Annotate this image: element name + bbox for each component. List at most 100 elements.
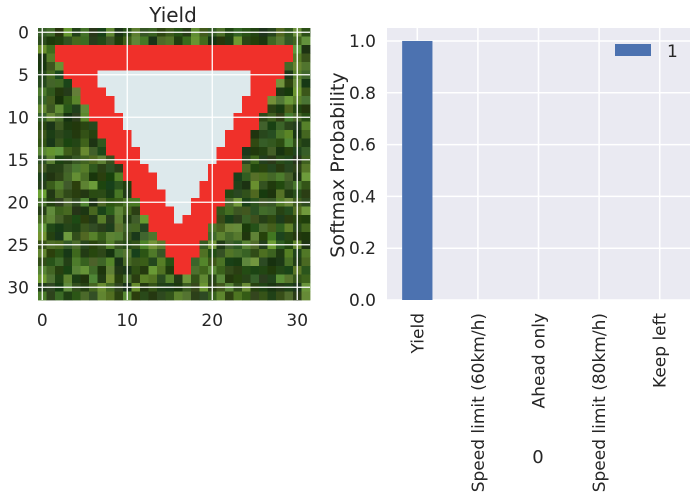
image-pixel bbox=[191, 104, 200, 114]
image-pixel bbox=[284, 223, 294, 233]
image-pixel bbox=[174, 215, 183, 224]
image-pixel bbox=[131, 45, 141, 54]
image-pixel bbox=[182, 291, 192, 301]
image-pixel bbox=[80, 189, 90, 199]
image-pixel bbox=[106, 291, 115, 301]
image-pixel bbox=[267, 232, 277, 241]
image-pixel bbox=[174, 223, 183, 233]
image-pixel bbox=[199, 96, 209, 105]
image-pixel bbox=[157, 121, 166, 131]
image-pixel bbox=[250, 189, 260, 199]
image-pixel bbox=[233, 36, 243, 46]
image-pixel bbox=[216, 45, 226, 54]
image-pixel bbox=[199, 266, 209, 275]
image-pixel bbox=[63, 164, 73, 173]
image-pixel bbox=[259, 53, 268, 63]
image-pixel bbox=[301, 130, 311, 139]
image-pixel bbox=[182, 164, 192, 173]
image-pixel bbox=[106, 45, 115, 54]
image-pixel bbox=[63, 291, 73, 301]
image-pixel bbox=[55, 138, 64, 148]
image-y-tick-label: 5 bbox=[18, 66, 29, 86]
image-pixel bbox=[225, 206, 234, 216]
image-pixel bbox=[148, 164, 158, 173]
image-pixel bbox=[174, 138, 183, 148]
image-pixel bbox=[114, 232, 124, 241]
image-pixel bbox=[276, 164, 285, 173]
image-pixel bbox=[267, 138, 277, 148]
image-pixel bbox=[157, 181, 166, 190]
image-pixel bbox=[250, 62, 260, 71]
image-pixel bbox=[233, 164, 243, 173]
image-pixel bbox=[267, 189, 277, 199]
image-pixel bbox=[89, 215, 98, 224]
image-pixel bbox=[225, 104, 234, 114]
image-pixel bbox=[148, 291, 158, 301]
image-pixel bbox=[182, 36, 192, 46]
image-pixel bbox=[276, 138, 285, 148]
image-pixel bbox=[114, 189, 124, 199]
image-pixel bbox=[165, 232, 175, 241]
image-pixel bbox=[267, 36, 277, 46]
image-pixel bbox=[199, 87, 209, 97]
image-pixel bbox=[259, 87, 268, 97]
image-pixel bbox=[55, 79, 64, 88]
image-pixel bbox=[242, 87, 251, 97]
image-pixel bbox=[284, 172, 294, 182]
image-pixel bbox=[301, 121, 311, 131]
image-pixel bbox=[267, 164, 277, 173]
image-pixel bbox=[63, 206, 73, 216]
image-pixel bbox=[250, 96, 260, 105]
image-pixel bbox=[284, 274, 294, 284]
image-pixel bbox=[199, 172, 209, 182]
image-pixel bbox=[55, 164, 64, 173]
image-pixel bbox=[233, 138, 243, 148]
image-pixel bbox=[267, 181, 277, 190]
image-pixel bbox=[72, 62, 81, 71]
image-pixel bbox=[89, 121, 98, 131]
image-pixel bbox=[174, 206, 183, 216]
image-pixel bbox=[225, 249, 234, 258]
image-pixel bbox=[89, 274, 98, 284]
image-pixel bbox=[216, 79, 226, 88]
image-pixel bbox=[276, 249, 285, 258]
image-pixel bbox=[131, 291, 141, 301]
image-pixel bbox=[259, 164, 268, 173]
image-pixel bbox=[284, 62, 294, 71]
image-pixel bbox=[284, 121, 294, 131]
image-pixel bbox=[157, 96, 166, 105]
image-pixel bbox=[191, 36, 200, 46]
image-pixel bbox=[80, 164, 90, 173]
image-pixel bbox=[276, 215, 285, 224]
image-pixel bbox=[191, 53, 200, 63]
image-pixel bbox=[89, 36, 98, 46]
image-pixel bbox=[174, 232, 183, 241]
image-pixel bbox=[242, 249, 251, 258]
image-pixel bbox=[233, 104, 243, 114]
bar-x-tick-label: Keep left bbox=[651, 313, 671, 388]
image-pixel bbox=[131, 257, 141, 267]
image-pixel bbox=[284, 104, 294, 114]
image-pixel bbox=[250, 87, 260, 97]
image-pixel bbox=[276, 291, 285, 301]
image-pixel bbox=[216, 232, 226, 241]
image-pixel bbox=[114, 223, 124, 233]
image-pixel bbox=[182, 181, 192, 190]
image-x-tick-label: 30 bbox=[286, 311, 308, 331]
image-pixel bbox=[259, 291, 268, 301]
image-pixel bbox=[182, 45, 192, 54]
image-pixel bbox=[216, 130, 226, 139]
image-pixel bbox=[131, 130, 141, 139]
image-pixel bbox=[72, 181, 81, 190]
image-pixel bbox=[182, 130, 192, 139]
image-pixel bbox=[46, 147, 56, 156]
image-pixel bbox=[267, 53, 277, 63]
image-pixel bbox=[301, 104, 311, 114]
image-pixel bbox=[46, 257, 56, 267]
image-pixel bbox=[259, 36, 268, 46]
bar-x-tick-label: Yield bbox=[408, 313, 428, 354]
image-pixel bbox=[148, 87, 158, 97]
image-pixel bbox=[140, 130, 149, 139]
image-x-tick-label: 10 bbox=[116, 311, 138, 331]
